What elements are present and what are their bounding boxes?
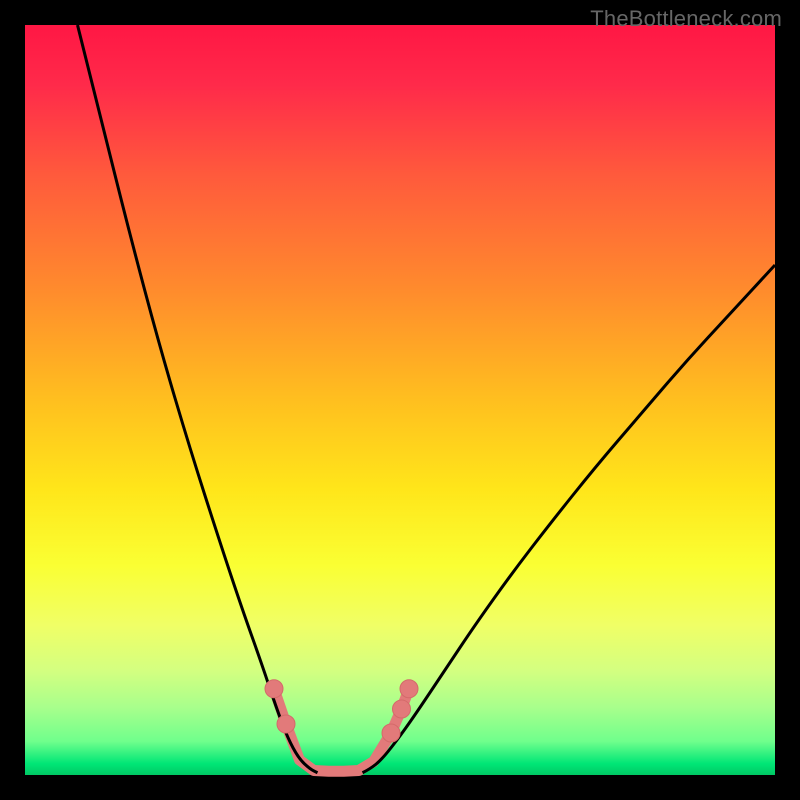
bottleneck-curve-chart [0,0,800,800]
chart-container: TheBottleneck.com [0,0,800,800]
marker-dot [393,700,411,718]
plot-background [25,25,775,775]
marker-dot [265,680,283,698]
watermark-text: TheBottleneck.com [590,6,782,32]
marker-dot [382,724,400,742]
marker-dot [400,680,418,698]
marker-dot [277,715,295,733]
